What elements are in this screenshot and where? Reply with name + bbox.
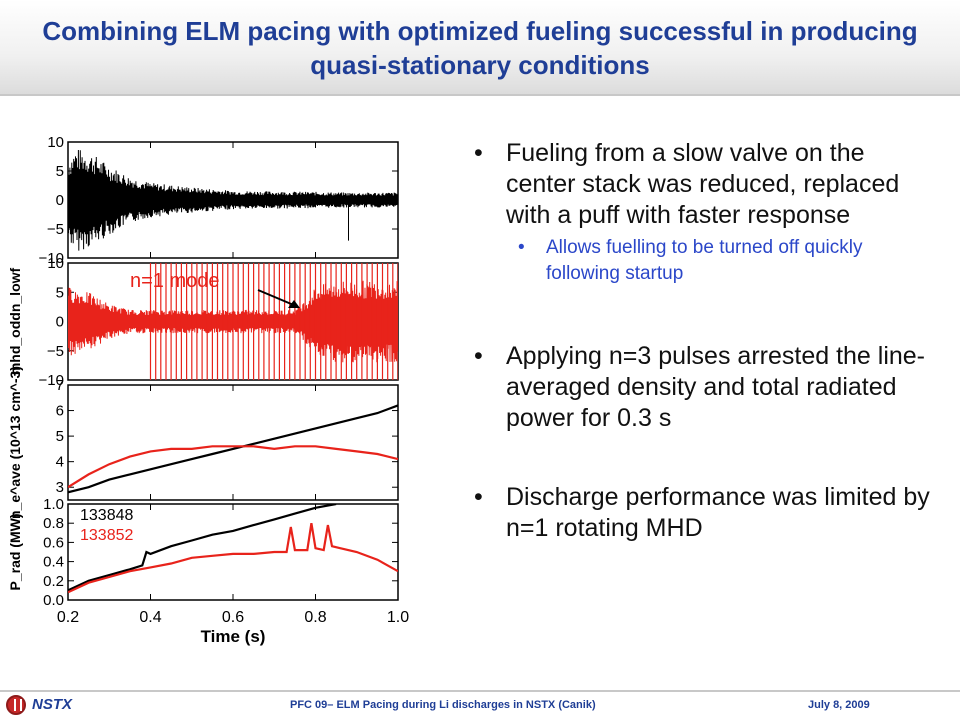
logo-text: NSTX: [32, 696, 73, 713]
y-tick-label: 0.8: [43, 515, 64, 532]
y-tick-label: 5: [56, 163, 64, 180]
bullet-list: • Fueling from a slow valve on the cente…: [470, 138, 940, 544]
x-tick-label: 0.2: [57, 609, 79, 626]
multi-panel-chart: 1050−5−101050−5−10mhd_oddn_lowf76543n_e^…: [7, 134, 409, 646]
series-group: [68, 404, 398, 494]
series-group: [68, 149, 398, 251]
x-axis-label: Time (s): [201, 627, 266, 646]
bullet-text: Applying n=3 pulses arrested the line-av…: [506, 342, 926, 432]
y-tick-label: 5: [56, 428, 64, 445]
nstx-logo: NSTX: [6, 694, 116, 718]
series-group: [68, 504, 398, 594]
bullet-discharge-performance: • Discharge performance was limited by n…: [470, 482, 940, 544]
legend-entry: 133848: [80, 507, 133, 524]
x-tick-label: 0.4: [139, 609, 161, 626]
y-axis-label: P_rad (MW): [7, 514, 23, 591]
bullet-dot: •: [474, 342, 483, 370]
title-bar: Combining ELM pacing with optimized fuel…: [0, 0, 960, 96]
y-axis-label: n_e^ave (10^13 cm^-3): [7, 366, 23, 519]
series-line-133848: [68, 404, 398, 494]
n3-pulse-train: [149, 263, 398, 380]
y-tick-label: 10: [47, 255, 64, 272]
series-line-133848: [68, 504, 337, 592]
sub-bullet-fuelling-off: • Allows fuelling to be turned off quick…: [470, 235, 940, 287]
y-tick-label: 3: [56, 479, 64, 496]
panel-frame: [67, 384, 399, 501]
series-line-133852: [68, 445, 398, 489]
y-tick-label: 4: [56, 454, 64, 471]
x-tick-label: 0.8: [304, 609, 326, 626]
y-tick-label: 0.2: [43, 573, 64, 590]
y-tick-label: 6: [56, 403, 64, 420]
bullet-n3-pulses: • Applying n=3 pulses arrested the line-…: [470, 341, 940, 434]
panel-mhd-red: 10 5 0 −5 −10 mhd_oddn_lowf: [7, 255, 399, 389]
series-group: [68, 263, 398, 380]
panel-prad: 1.0 0.8 0.6 0.4 0.2 0.0 P_rad (MW) 133848 133852: [7, 496, 399, 609]
nstx-logo-icon: [6, 695, 26, 715]
y-tick-label: 7: [56, 377, 64, 394]
annotation-arrow: [257, 289, 297, 307]
footer-caption: PFC 09– ELM Pacing during Li discharges …: [290, 699, 596, 711]
series-line-133852: [68, 523, 398, 594]
panel-mhd-black: 10 5 0 −5 −10: [39, 134, 399, 267]
x-tick-label: 1.0: [387, 609, 409, 626]
oscillation-trace: [68, 149, 398, 251]
y-tick-label: 0.6: [43, 534, 64, 551]
x-tick-label: 0.6: [222, 609, 244, 626]
bullet-dot: •: [474, 483, 483, 511]
y-tick-label: −5: [47, 221, 64, 238]
figure: 10 5 0 −5 −10 10 5 0 −5 −10 mhd_oddn_lowf 7 6 5 4 3 n_e^…: [0, 130, 450, 650]
legend-entry: 133852: [80, 527, 133, 544]
y-tick-label: 10: [47, 134, 64, 151]
footer: NSTX PFC 09– ELM Pacing during Li discha…: [0, 693, 960, 720]
bullet-text: Fueling from a slow valve on the center …: [506, 139, 900, 229]
n1-mode-annotation: n=1 mode: [130, 270, 220, 292]
panel-density: 7 6 5 4 3 n_e^ave (10^13 cm^-3): [7, 366, 399, 519]
y-tick-label: 0.0: [43, 592, 64, 609]
y-tick-label: 5: [56, 284, 64, 301]
y-tick-label: 0.4: [43, 554, 64, 571]
y-tick-label: −10: [39, 250, 64, 267]
sub-bullet-dot: •: [518, 237, 525, 258]
sub-bullet-text: Allows fuelling to be turned off quickly…: [546, 237, 863, 284]
footer-divider: [0, 690, 960, 692]
slide-title: Combining ELM pacing with optimized fuel…: [42, 16, 918, 80]
y-axis-label: mhd_oddn_lowf: [7, 268, 23, 376]
y-tick-label: 0: [56, 314, 64, 331]
bullet-fueling: • Fueling from a slow valve on the cente…: [470, 138, 940, 231]
bullet-text: Discharge performance was limited by n=1…: [506, 483, 930, 542]
y-tick-label: −10: [39, 372, 64, 389]
bullet-dot: •: [474, 139, 483, 167]
y-tick-label: −5: [47, 343, 64, 360]
y-tick-label: 0: [56, 192, 64, 209]
annotation-arrowhead: [288, 300, 300, 308]
y-tick-label: 1.0: [43, 496, 64, 513]
footer-date: July 8, 2009: [808, 699, 870, 711]
